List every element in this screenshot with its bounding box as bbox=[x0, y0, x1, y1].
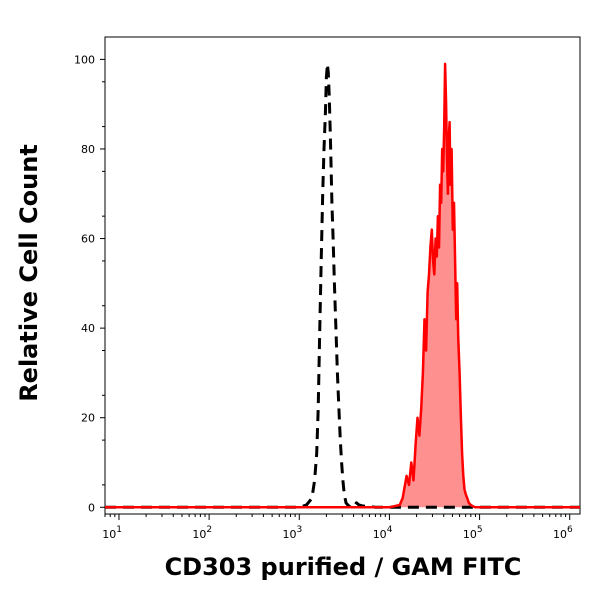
x-tick-label: 105 bbox=[463, 525, 483, 541]
x-axis-title: CD303 purified / GAM FITC bbox=[165, 553, 522, 581]
series-1-area bbox=[105, 63, 580, 508]
x-tick-label: 102 bbox=[192, 525, 212, 541]
fill-layer bbox=[105, 63, 580, 508]
plot-frame bbox=[104, 36, 581, 515]
x-tick-label: 101 bbox=[102, 525, 122, 541]
y-tick-label: 100 bbox=[74, 53, 95, 66]
y-axis-title: Relative Cell Count bbox=[15, 144, 43, 402]
x-tick-label: 103 bbox=[283, 525, 303, 541]
series-1-line bbox=[105, 62, 580, 509]
y-tick-label: 80 bbox=[81, 143, 95, 156]
x-tick-label: 106 bbox=[553, 525, 573, 541]
line-layer bbox=[105, 62, 580, 509]
y-tick-label: 20 bbox=[81, 412, 95, 425]
series-0-line bbox=[105, 62, 580, 509]
x-tick-label: 104 bbox=[373, 525, 393, 541]
ticks-layer: 0 20 40 60 80 100 101 102 103 104 105 106 bbox=[74, 53, 573, 541]
y-tick-label: 60 bbox=[81, 233, 95, 246]
y-tick-label: 0 bbox=[88, 501, 95, 514]
y-tick-label: 40 bbox=[81, 322, 95, 335]
